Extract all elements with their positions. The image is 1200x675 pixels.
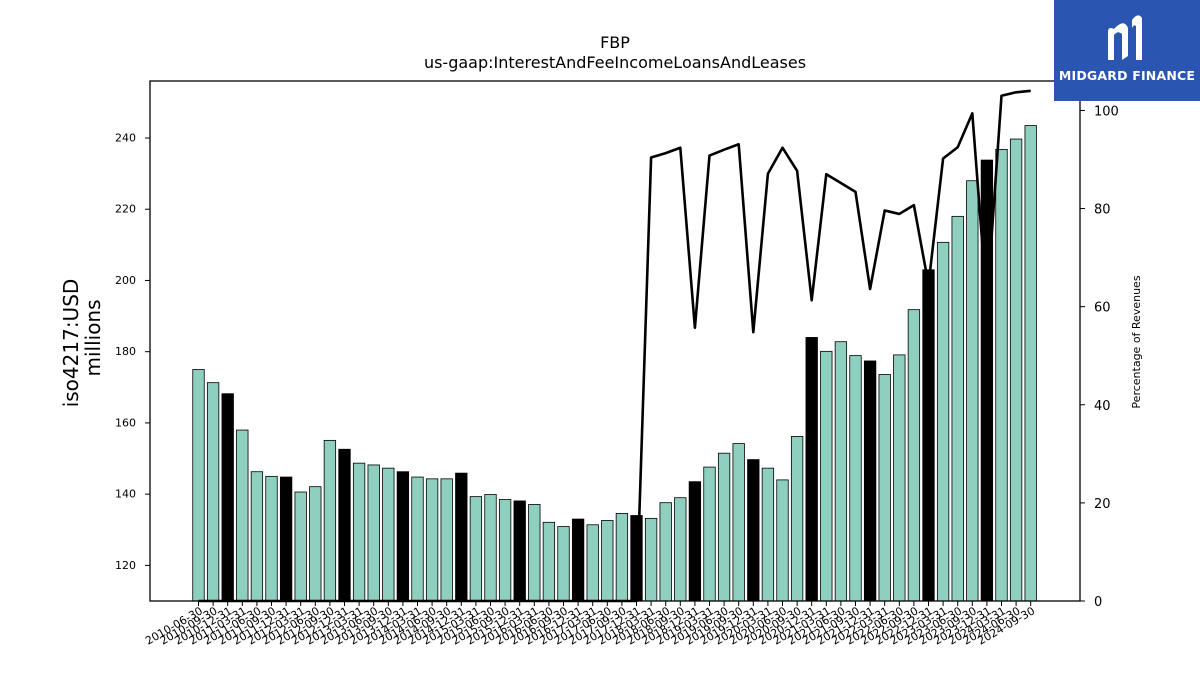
chart-title: FBP [600,33,630,52]
bar-2018-12-31 [688,481,702,602]
axes-group: 1201401601802002202400204060801002010-06… [115,80,1119,648]
bar-2016-06-30 [542,521,556,602]
bar-2013-09-30 [382,467,395,602]
y2-tick-label-80: 80 [1094,203,1111,218]
bar-2020-09-30 [790,436,804,602]
bar-2014-12-31 [455,472,468,602]
y-tick-label-200: 200 [115,274,136,287]
bar-2019-09-30 [732,443,745,602]
bar-2017-03-31 [586,524,599,602]
bar-2012-12-31 [338,448,351,602]
chart-subtitle: us-gaap:InterestAndFeeIncomeLoansAndLeas… [424,53,806,72]
bar-2010-06-30 [192,369,205,602]
bar-2021-12-31 [863,360,877,602]
bar-2015-09-30 [498,499,512,602]
bar-2018-09-30 [674,497,687,602]
midgard-logo-icon [1108,15,1142,60]
bar-2021-09-30 [849,355,862,602]
bar-2014-03-31 [411,476,424,602]
bar-2013-03-31 [352,462,366,602]
bars-group [192,125,1037,602]
bar-2024-03-31 [995,148,1008,602]
bar-2012-06-30 [309,486,322,602]
y-tick-label-140: 140 [115,488,136,501]
bar-2013-06-30 [367,464,380,602]
y2-tick-label-40: 40 [1094,399,1111,414]
bar-2014-09-30 [440,478,453,602]
bar-2018-03-31 [644,517,658,602]
bar-2014-06-30 [425,478,439,602]
bar-2023-03-31 [936,241,950,602]
plot-frame [149,80,1081,602]
bar-2021-06-30 [834,341,848,602]
y-tick-label-240: 240 [115,131,136,144]
bar-2020-12-31 [805,337,818,602]
y2-tick-label-0: 0 [1094,595,1102,610]
y2-tick-label-20: 20 [1094,497,1111,512]
bar-2011-03-31 [236,429,249,602]
bar-2010-12-31 [221,393,234,602]
bar-2012-09-30 [323,439,337,602]
y-tick-label-220: 220 [115,203,136,216]
y-tick-label-180: 180 [115,345,136,358]
y-axis-label-line2: millions [81,299,105,376]
brand-name: MIDGARD FINANCE [1058,68,1196,83]
bar-2022-06-30 [893,354,906,602]
bar-2022-03-31 [878,374,891,602]
bar-2024-09-30 [1024,125,1037,602]
bar-2015-03-31 [469,496,483,602]
bar-2010-09-30 [206,382,220,602]
bar-2016-03-31 [528,504,541,602]
y2-tick-label-100: 100 [1094,104,1119,119]
bar-2017-06-30 [601,520,614,602]
bar-2011-06-30 [250,471,264,602]
y2-axis-label: Percentage of Revenues [1130,275,1143,408]
bar-2019-03-31 [703,466,716,602]
bar-2017-09-30 [615,512,629,602]
y-tick-label-160: 160 [115,416,136,429]
y-tick-label-120: 120 [115,559,136,572]
bar-2018-06-30 [659,502,672,602]
bar-2023-12-31 [980,159,994,602]
bar-2021-03-31 [820,350,833,602]
bar-2024-06-30 [1009,138,1023,602]
bar-2016-12-31 [571,518,585,602]
bar-2015-12-31 [513,500,526,602]
bar-2013-12-31 [396,471,410,602]
y2-tick-label-60: 60 [1094,301,1111,316]
line-group [198,89,1031,603]
y-axis-label-line1: iso4217:USD [59,279,83,408]
bar-2023-09-30 [966,180,979,602]
bar-2019-06-30 [717,452,731,602]
bar-2011-09-30 [265,475,278,602]
bar-2012-03-31 [294,491,307,602]
brand-logo: MIDGARD FINANCE [1054,0,1200,101]
bar-2020-03-31 [761,467,775,602]
bar-2022-12-31 [922,269,935,602]
bar-2016-09-30 [557,526,570,602]
bar-2019-12-31 [747,459,760,602]
bar-2022-09-30 [907,309,921,602]
bar-2015-06-30 [484,494,497,602]
bar-2020-06-30 [776,479,789,602]
bar-2011-12-31 [279,476,293,602]
percentage-line [198,89,1031,603]
bar-2023-06-30 [951,215,964,602]
